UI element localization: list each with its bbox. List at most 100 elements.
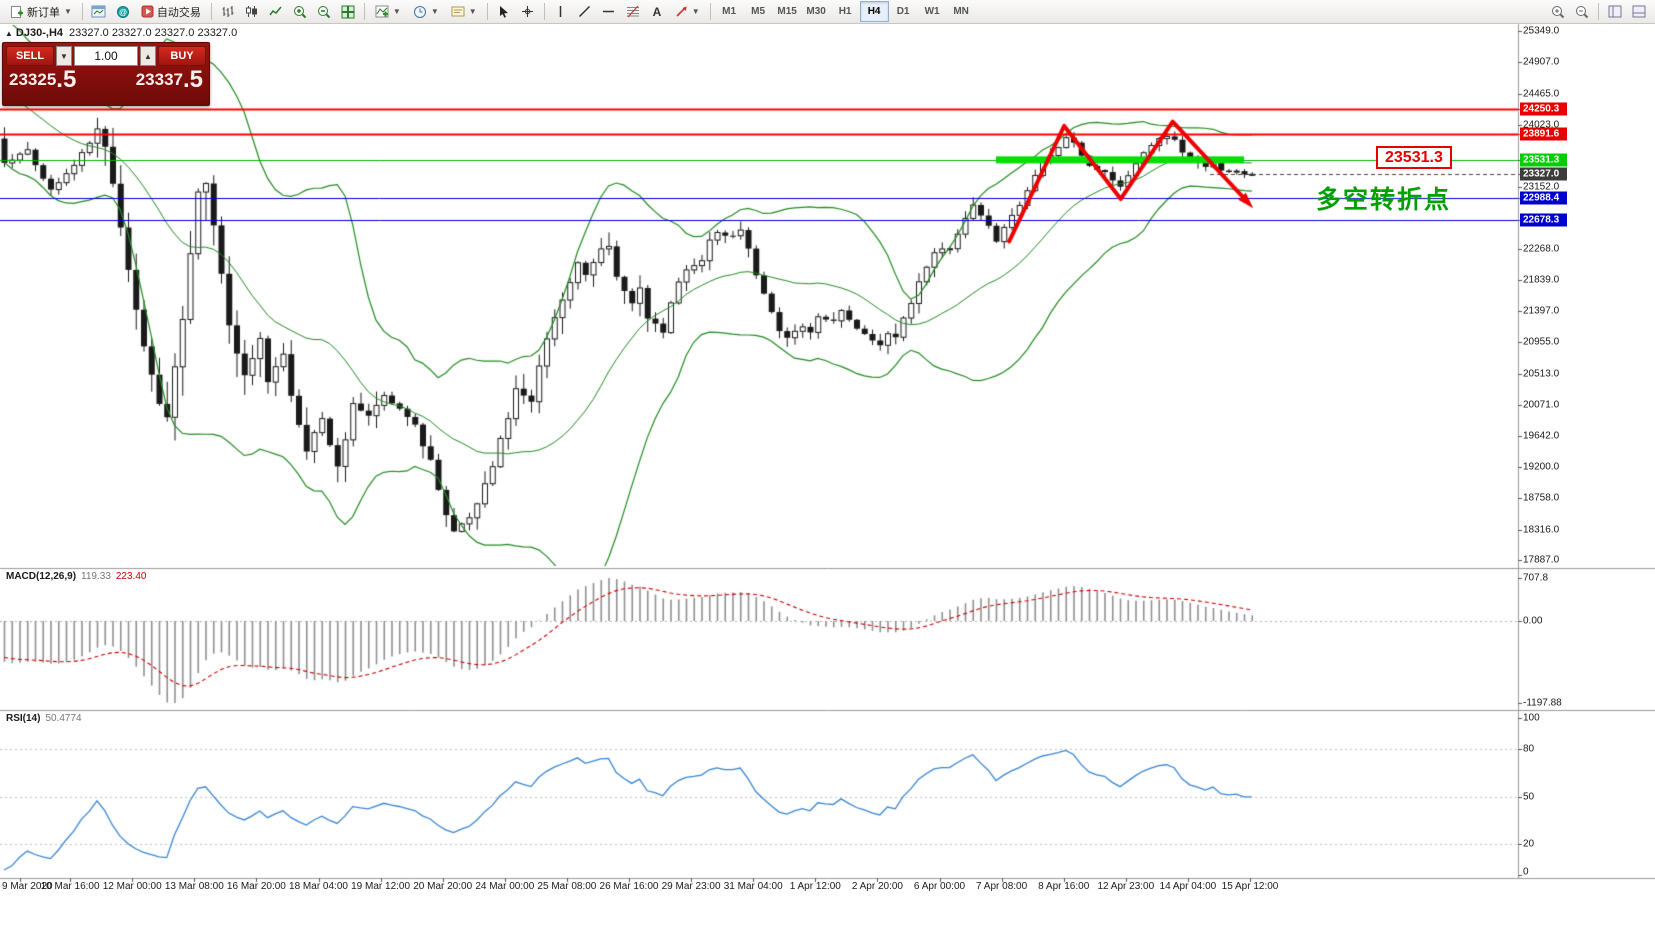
sell-button[interactable]: SELL	[6, 46, 54, 66]
market-watch-button[interactable]: @	[112, 2, 134, 22]
window-panel-button[interactable]	[1604, 2, 1626, 22]
clock-icon	[413, 5, 426, 18]
price-tag: 23891.6	[1520, 127, 1567, 141]
turning-point-text: 多空转折点	[1316, 186, 1452, 214]
timeframe-button-m30[interactable]: M30	[806, 6, 826, 17]
svg-text:A: A	[652, 5, 661, 18]
price-axis-label: 24023.0	[1523, 119, 1560, 131]
candlestick-chart-icon	[246, 6, 258, 17]
timeframe-button-h4[interactable]: H4	[859, 1, 889, 22]
timeframe-button-m1[interactable]: M1	[722, 6, 737, 17]
time-axis-label: 25 Mar 08:00	[537, 881, 597, 892]
timeframe-button-m15[interactable]: M15	[777, 6, 797, 17]
volume-input[interactable]: 1.00	[74, 46, 138, 66]
trendline-tool-button[interactable]	[574, 2, 596, 22]
buy-price-main: 23337	[135, 70, 183, 89]
macd-axis-label: -1197.88	[1523, 697, 1562, 709]
panel2-icon	[1632, 5, 1646, 18]
auto-trading-button[interactable]: 自动交易	[136, 2, 206, 22]
search-plus-button[interactable]	[1547, 2, 1569, 22]
price-axis-label: 20513.0	[1523, 368, 1560, 380]
time-axis-label: 26 Mar 16:00	[599, 881, 659, 892]
time-axis-label: 29 Mar 23:00	[661, 881, 721, 892]
buy-button[interactable]: BUY	[158, 46, 206, 66]
time-axis-label: 18 Mar 04:00	[289, 881, 348, 892]
timeframe-button-mn[interactable]: MN	[953, 6, 969, 17]
trendline-icon	[579, 5, 591, 18]
fibonacci-tool-button[interactable]	[622, 2, 644, 22]
horizontal-line-tool-button[interactable]	[598, 2, 620, 22]
buy-price-pip: .5	[182, 66, 203, 93]
timeframe-button-d1[interactable]: D1	[896, 6, 910, 17]
candlestick-chart-button[interactable]	[241, 2, 263, 22]
vertical-line-tool-button[interactable]	[550, 2, 572, 22]
text-tool-button[interactable]: A	[646, 2, 668, 22]
time-axis-label: 14 Apr 04:00	[1159, 881, 1217, 892]
toolbar-separator	[363, 3, 365, 20]
price-tag: 22988.4	[1520, 191, 1567, 205]
price-tag: 23531.3	[1520, 153, 1567, 167]
volume-up-button[interactable]: ▲	[140, 46, 156, 66]
timeframe-button-h1[interactable]: H1	[838, 6, 852, 17]
charts-window-button[interactable]	[88, 2, 110, 22]
toolbar-separator	[543, 3, 545, 20]
time-axis-label: 2 Apr 20:00	[851, 881, 903, 892]
window-panel2-button[interactable]	[1628, 2, 1650, 22]
zoom-in-icon	[293, 5, 307, 18]
magnifier-minus-icon	[1576, 5, 1589, 18]
time-axis-label: 12 Apr 23:00	[1097, 881, 1155, 892]
text-icon: A	[652, 5, 661, 18]
new-order-icon	[11, 5, 23, 18]
toolbar-separator	[1598, 3, 1599, 20]
time-axis-label: 7 Apr 08:00	[976, 881, 1028, 892]
vertical-line-icon	[559, 6, 562, 17]
indicators-button[interactable]: ▼	[370, 2, 406, 22]
price-axis-label: 23152.0	[1523, 181, 1560, 193]
macd-axis-label: 707.8	[1523, 572, 1549, 584]
time-axis-label: 6 Apr 00:00	[913, 881, 966, 892]
chevron-down-icon: ▼	[392, 7, 401, 16]
cursor-button[interactable]	[493, 2, 515, 22]
price-tag: 22678.3	[1520, 213, 1567, 227]
buy-price[interactable]: 23337 .5	[135, 66, 203, 93]
timeframe-button-w1[interactable]: W1	[924, 6, 940, 17]
rsi-axis-label: 100	[1523, 712, 1540, 724]
price-axis-label: 24465.0	[1523, 88, 1560, 100]
bar-chart-icon	[222, 6, 234, 17]
sell-price[interactable]: 23325 .5	[9, 68, 76, 92]
templates-button[interactable]: ▼	[446, 2, 482, 22]
trade-panel-prices: 23325 .5 23337 .5	[3, 66, 209, 93]
price-axis-label: 24907.0	[1523, 56, 1560, 68]
arrows-tool-button[interactable]: ▼	[670, 2, 705, 22]
bar-chart-button[interactable]	[217, 2, 239, 22]
top-toolbar: 新订单 ▼ @ 自动交易	[0, 0, 1655, 24]
rsi-value: 50.4774	[45, 713, 82, 724]
periods-button[interactable]: ▼	[408, 2, 444, 22]
chevron-down-icon: ▼	[430, 7, 439, 16]
new-order-button[interactable]: 新订单 ▼	[5, 2, 77, 22]
price-callout-box[interactable]: 23531.3	[1376, 146, 1452, 169]
time-axis-label: 20 Mar 20:00	[413, 881, 473, 892]
crosshair-icon	[522, 6, 534, 17]
time-axis-label: 1 Apr 12:00	[789, 881, 841, 892]
tile-windows-button[interactable]	[337, 2, 359, 22]
price-axis-label: 17887.0	[1523, 554, 1560, 566]
crosshair-button[interactable]	[517, 2, 539, 22]
timeframe-button-m5[interactable]: M5	[751, 6, 766, 17]
zoom-out-button[interactable]	[313, 2, 335, 22]
price-tag: 23327.0	[1520, 167, 1567, 181]
price-axis-label: 21839.0	[1523, 274, 1560, 286]
macd-name: MACD(12,26,9)	[6, 571, 77, 582]
new-order-label: 新订单	[27, 6, 60, 19]
search-minus-button[interactable]	[1571, 2, 1593, 22]
one-click-collapse-icon[interactable]: ▲	[5, 29, 13, 38]
price-tag: 24250.3	[1520, 102, 1567, 116]
line-chart-icon	[269, 6, 282, 16]
volume-down-button[interactable]: ▼	[56, 46, 72, 66]
line-chart-button[interactable]	[265, 2, 287, 22]
zoom-in-button[interactable]	[289, 2, 311, 22]
price-axis-label: 20071.0	[1523, 399, 1560, 411]
toolbar-separator	[81, 3, 83, 20]
